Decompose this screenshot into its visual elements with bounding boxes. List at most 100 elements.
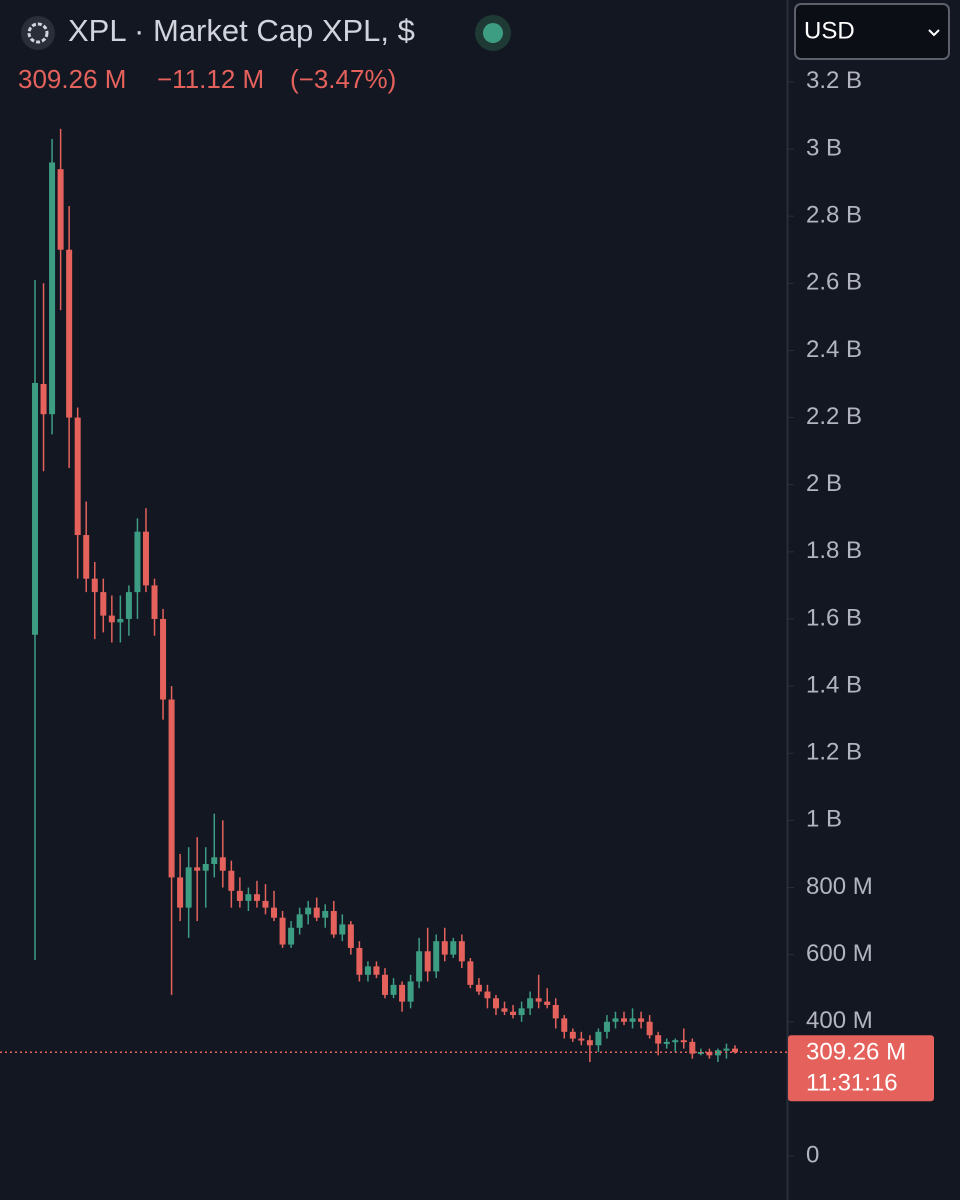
candle-body: [271, 907, 278, 918]
candle-body: [433, 941, 440, 972]
y-tick-label: 2.4 B: [806, 336, 862, 363]
candle-body: [194, 867, 201, 871]
price-tag: 309.26 M 11:31:16: [788, 1035, 934, 1102]
candle-body: [219, 857, 226, 871]
candle-body: [279, 917, 286, 945]
candle-body: [347, 924, 354, 948]
y-tick-label: 1 B: [806, 806, 842, 833]
price-tag-box: [788, 1035, 934, 1102]
candle-body: [561, 1018, 568, 1032]
candle-body: [262, 900, 269, 908]
y-tick-label: 0: [806, 1141, 819, 1168]
candle-body: [373, 966, 380, 975]
candle-body: [621, 1018, 628, 1022]
candle-body: [706, 1051, 713, 1056]
candle-body: [49, 162, 56, 415]
y-tick-label: 1.4 B: [806, 671, 862, 698]
price-tag-countdown: 11:31:16: [806, 1070, 898, 1097]
dropdown-arrow[interactable]: [928, 29, 940, 37]
candle-body: [544, 1001, 551, 1005]
candle-body: [603, 1021, 610, 1032]
header-value: 309.26 M: [18, 64, 126, 94]
candle-body: [211, 857, 218, 864]
header-change-pct: (−3.47%): [290, 64, 396, 94]
y-tick-label: 1.6 B: [806, 604, 862, 631]
candle-body: [91, 578, 98, 593]
candle-body: [689, 1041, 696, 1054]
candle-body: [245, 894, 252, 901]
header-change: −11.12 M: [157, 64, 264, 94]
candle-body: [296, 914, 303, 928]
candle-body: [697, 1051, 704, 1054]
symbol-icon: [21, 16, 55, 50]
candle-body: [458, 941, 465, 962]
candle-body: [578, 1038, 585, 1041]
candle-body: [66, 249, 73, 418]
candle-body: [185, 867, 192, 908]
candle-body: [322, 910, 329, 918]
candle-body: [305, 907, 312, 915]
dropdown-label[interactable]: USD: [804, 17, 855, 44]
candle-body: [313, 907, 320, 918]
plot: 0 400 M 600 M 800 M 1 B 1.2 B 1.4 B 1.6 B 1.8 B 2…: [0, 67, 873, 1168]
y-tick-label: 3.2 B: [806, 67, 862, 94]
candle-body: [117, 618, 124, 623]
candle-body: [57, 169, 64, 250]
icon-ring: [27, 22, 49, 44]
y-tick-label: 600 M: [806, 940, 873, 967]
currency-dropdown[interactable]: USD: [794, 3, 950, 60]
candle-body: [501, 1008, 508, 1012]
candle-body: [142, 531, 149, 586]
candle-body: [108, 615, 115, 623]
y-tick-label: 2 B: [806, 470, 842, 497]
y-tick-label: 2.8 B: [806, 202, 862, 229]
candle-body: [160, 618, 167, 700]
candle-body: [723, 1048, 730, 1051]
candle-body: [364, 966, 371, 975]
candle-body: [612, 1018, 619, 1022]
y-tick-label: 1.2 B: [806, 739, 862, 766]
candle-body: [629, 1018, 636, 1022]
candle-body: [83, 535, 90, 579]
candle-body: [450, 941, 457, 955]
candle-body: [288, 927, 295, 945]
y-tick-label: 400 M: [806, 1007, 873, 1034]
candle-body: [569, 1031, 576, 1039]
icon-bg: [21, 16, 55, 50]
chart-title: XPL · Market Cap XPL, $: [68, 13, 415, 48]
y-tick-label: 2.2 B: [806, 403, 862, 430]
candle-body: [382, 974, 388, 995]
candle-body: [125, 592, 132, 619]
candle-body: [663, 1041, 670, 1044]
candle-body: [399, 984, 406, 1002]
candle-body: [40, 384, 47, 415]
candle-body: [168, 699, 175, 878]
candle-body: [655, 1035, 662, 1044]
dropdown-box[interactable]: [794, 3, 950, 60]
candle-body: [424, 951, 431, 972]
candle-body: [680, 1040, 687, 1043]
y-tick-label: 2.6 B: [806, 269, 862, 296]
y-tick-label: 800 M: [806, 873, 873, 900]
candle-body: [595, 1031, 602, 1046]
candle-body: [330, 910, 337, 935]
candle-body: [228, 870, 235, 891]
candle-body: [356, 947, 363, 975]
candle-body: [100, 592, 107, 616]
candle-body: [672, 1040, 679, 1043]
candle-body: [535, 998, 542, 1002]
candle-body: [714, 1050, 721, 1056]
candle-body: [390, 984, 397, 995]
candle-body: [202, 864, 209, 871]
y-tick-label: 1.8 B: [806, 537, 862, 564]
candle-body: [510, 1011, 517, 1016]
candle-body: [475, 984, 482, 992]
candle-body: [236, 890, 243, 901]
candle-body: [484, 991, 491, 999]
candle-body: [467, 961, 474, 985]
candle-body: [32, 382, 38, 635]
candle-body: [151, 585, 158, 619]
candle-body: [407, 981, 414, 1002]
